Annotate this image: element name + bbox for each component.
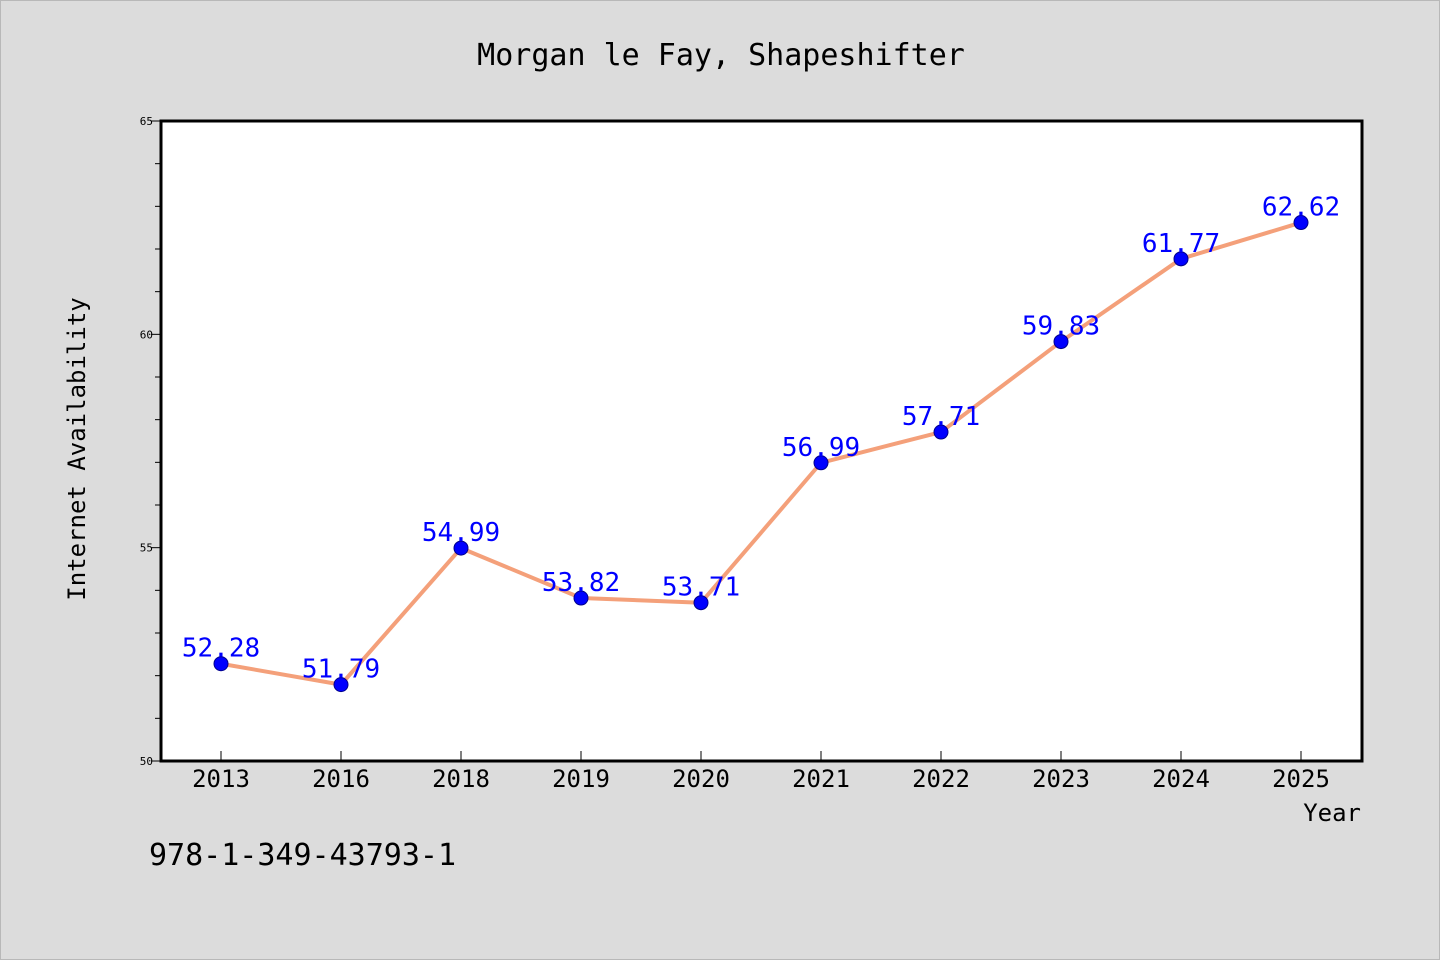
data-point-marker: [333, 677, 349, 693]
isbn-label: 978-1-349-43793-1: [149, 838, 456, 873]
data-point-label: 53.82: [542, 568, 620, 598]
x-tick-label: 2016: [312, 765, 370, 793]
y-tick-label: 50: [140, 755, 153, 768]
data-point-marker: [453, 540, 469, 556]
data-point-label: 57.71: [902, 402, 980, 432]
plot-area: [159, 119, 1364, 763]
data-point-label: 56.99: [782, 433, 860, 463]
data-point-label: 61.77: [1142, 229, 1220, 259]
x-tick-label: 2022: [912, 765, 970, 793]
data-point-label: 54.99: [422, 518, 500, 548]
data-point-marker: [813, 455, 829, 471]
x-tick-label: 2025: [1272, 765, 1330, 793]
data-labels-layer: 52.28 51.79 54.99 53.82 53.71 56.99 57.71 59.83…: [182, 193, 1340, 685]
x-tick-label: 2023: [1032, 765, 1090, 793]
series-line: [219, 220, 1303, 687]
data-point-label: 51.79: [302, 655, 380, 685]
y-tick-label: 60: [140, 328, 153, 341]
data-point-label: 59.83: [1022, 312, 1100, 342]
data-point-marker: [693, 595, 709, 611]
x-tick-label: 2020: [672, 765, 730, 793]
y-tick-label: 55: [140, 542, 153, 555]
data-point-marker: [1173, 251, 1189, 267]
x-tick-label: 2021: [792, 765, 850, 793]
y-axis-label: Internet Availability: [63, 297, 91, 600]
data-point-marker: [1293, 215, 1309, 231]
data-point-label: 53.71: [662, 573, 740, 603]
series-layer: [213, 215, 1309, 693]
x-tick-label: 2018: [432, 765, 490, 793]
data-point-marker: [933, 424, 949, 440]
x-tick-label: 2019: [552, 765, 610, 793]
data-point-marker: [1053, 334, 1069, 350]
x-axis-label: Year: [1303, 799, 1361, 827]
x-tick-label: 2013: [192, 765, 250, 793]
data-point-label: 62.62: [1262, 193, 1340, 223]
x-tick-label: 2024: [1152, 765, 1210, 793]
x-axis-ticks: 2013 2016 2018 2019 2020 2021 2022 2023 2024 2025: [192, 751, 1330, 793]
data-point-label: 52.28: [182, 634, 260, 664]
y-tick-label: 65: [140, 115, 153, 128]
y-axis-ticks: 50 55 60 65: [140, 115, 161, 768]
chart-title: Morgan le Fay, Shapeshifter: [477, 38, 965, 73]
data-point-marker: [573, 590, 589, 606]
data-point-marker: [213, 656, 229, 672]
